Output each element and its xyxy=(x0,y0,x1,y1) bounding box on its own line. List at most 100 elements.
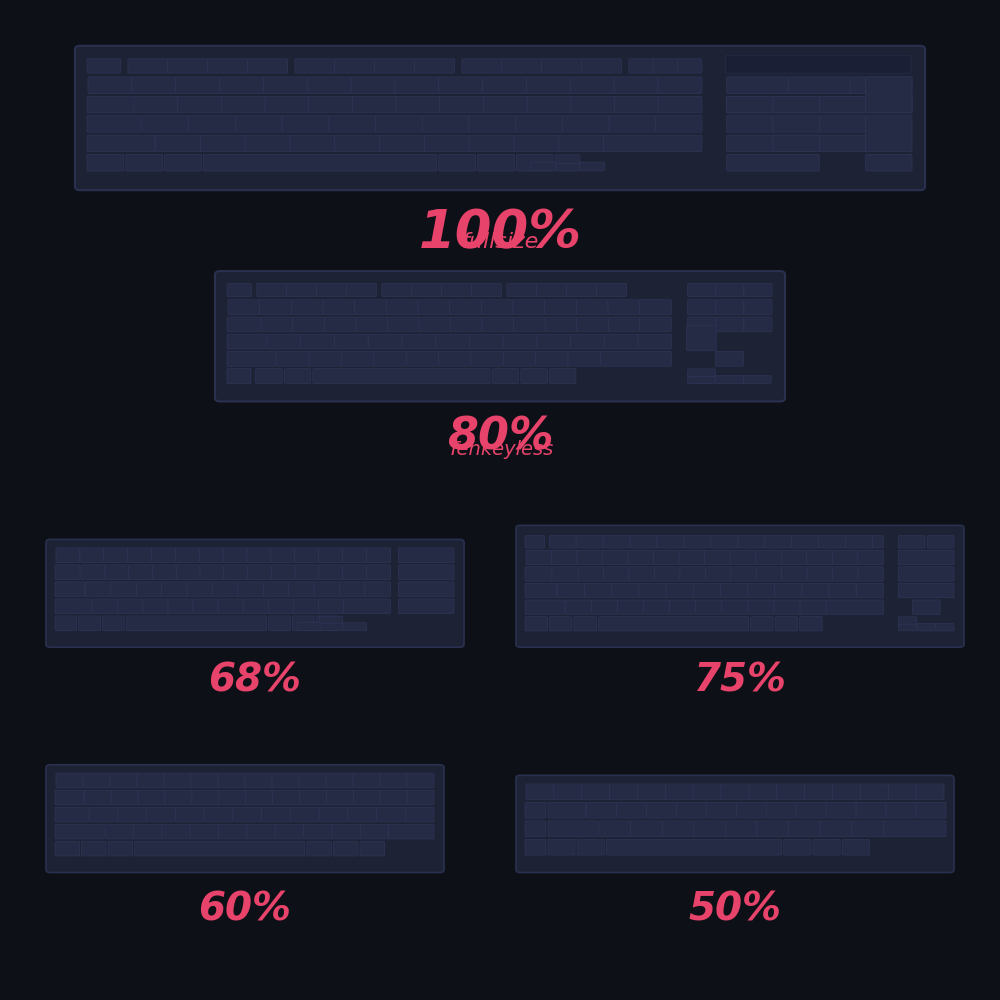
FancyBboxPatch shape xyxy=(773,96,819,113)
FancyBboxPatch shape xyxy=(614,77,658,93)
FancyBboxPatch shape xyxy=(587,802,616,818)
FancyBboxPatch shape xyxy=(775,617,798,631)
FancyBboxPatch shape xyxy=(679,550,705,565)
FancyBboxPatch shape xyxy=(796,802,826,818)
FancyBboxPatch shape xyxy=(387,317,419,332)
FancyBboxPatch shape xyxy=(156,135,200,152)
FancyBboxPatch shape xyxy=(775,583,802,598)
FancyBboxPatch shape xyxy=(482,317,514,332)
FancyBboxPatch shape xyxy=(617,600,644,614)
FancyBboxPatch shape xyxy=(238,582,263,597)
FancyBboxPatch shape xyxy=(503,351,536,366)
FancyBboxPatch shape xyxy=(282,116,329,132)
FancyBboxPatch shape xyxy=(554,784,582,800)
FancyBboxPatch shape xyxy=(248,565,271,580)
FancyBboxPatch shape xyxy=(531,162,555,171)
FancyBboxPatch shape xyxy=(658,77,702,93)
FancyBboxPatch shape xyxy=(422,116,469,132)
FancyBboxPatch shape xyxy=(471,351,503,366)
FancyBboxPatch shape xyxy=(542,59,582,73)
FancyBboxPatch shape xyxy=(382,284,412,296)
FancyBboxPatch shape xyxy=(386,300,418,315)
FancyBboxPatch shape xyxy=(192,790,219,805)
FancyBboxPatch shape xyxy=(203,154,437,171)
FancyBboxPatch shape xyxy=(128,548,152,563)
FancyBboxPatch shape xyxy=(727,77,788,93)
FancyBboxPatch shape xyxy=(309,351,342,366)
FancyBboxPatch shape xyxy=(781,550,807,565)
FancyBboxPatch shape xyxy=(888,784,916,800)
FancyBboxPatch shape xyxy=(550,617,572,631)
FancyBboxPatch shape xyxy=(744,284,772,296)
FancyBboxPatch shape xyxy=(366,548,390,563)
FancyBboxPatch shape xyxy=(319,807,348,822)
FancyBboxPatch shape xyxy=(93,599,118,614)
FancyBboxPatch shape xyxy=(55,824,104,839)
FancyBboxPatch shape xyxy=(352,96,396,113)
FancyBboxPatch shape xyxy=(597,284,627,296)
FancyBboxPatch shape xyxy=(56,773,83,788)
FancyBboxPatch shape xyxy=(858,567,883,581)
FancyBboxPatch shape xyxy=(55,565,80,580)
FancyBboxPatch shape xyxy=(716,300,744,315)
FancyBboxPatch shape xyxy=(295,548,319,563)
FancyBboxPatch shape xyxy=(582,784,610,800)
FancyBboxPatch shape xyxy=(687,326,716,351)
FancyBboxPatch shape xyxy=(773,116,819,132)
FancyBboxPatch shape xyxy=(291,300,323,315)
FancyBboxPatch shape xyxy=(55,841,80,856)
FancyBboxPatch shape xyxy=(856,802,886,818)
FancyBboxPatch shape xyxy=(46,539,464,647)
FancyBboxPatch shape xyxy=(604,334,638,349)
FancyBboxPatch shape xyxy=(301,334,334,349)
FancyBboxPatch shape xyxy=(727,154,819,171)
FancyBboxPatch shape xyxy=(826,802,856,818)
FancyBboxPatch shape xyxy=(405,807,434,822)
FancyBboxPatch shape xyxy=(200,135,245,152)
FancyBboxPatch shape xyxy=(218,599,243,614)
FancyBboxPatch shape xyxy=(850,77,912,93)
FancyBboxPatch shape xyxy=(603,536,630,548)
FancyBboxPatch shape xyxy=(788,96,850,113)
FancyBboxPatch shape xyxy=(450,300,481,315)
FancyBboxPatch shape xyxy=(850,96,912,113)
FancyBboxPatch shape xyxy=(693,784,721,800)
FancyBboxPatch shape xyxy=(292,616,314,631)
FancyBboxPatch shape xyxy=(79,616,100,631)
FancyBboxPatch shape xyxy=(314,582,340,597)
FancyBboxPatch shape xyxy=(356,317,387,332)
FancyBboxPatch shape xyxy=(688,369,716,376)
FancyBboxPatch shape xyxy=(407,773,434,788)
FancyBboxPatch shape xyxy=(638,334,671,349)
FancyBboxPatch shape xyxy=(132,77,176,93)
FancyBboxPatch shape xyxy=(670,600,696,614)
FancyBboxPatch shape xyxy=(80,548,104,563)
FancyBboxPatch shape xyxy=(215,271,785,401)
FancyBboxPatch shape xyxy=(606,839,782,855)
FancyBboxPatch shape xyxy=(525,536,545,548)
FancyBboxPatch shape xyxy=(353,773,380,788)
FancyBboxPatch shape xyxy=(744,317,772,332)
FancyBboxPatch shape xyxy=(807,567,833,581)
FancyBboxPatch shape xyxy=(525,821,546,837)
FancyBboxPatch shape xyxy=(492,369,519,383)
FancyBboxPatch shape xyxy=(773,96,819,113)
FancyBboxPatch shape xyxy=(227,369,251,383)
FancyBboxPatch shape xyxy=(87,59,121,73)
FancyBboxPatch shape xyxy=(439,77,483,93)
FancyBboxPatch shape xyxy=(866,154,912,171)
FancyBboxPatch shape xyxy=(688,284,716,296)
FancyBboxPatch shape xyxy=(82,841,106,856)
FancyBboxPatch shape xyxy=(190,824,219,839)
FancyBboxPatch shape xyxy=(571,334,604,349)
FancyBboxPatch shape xyxy=(353,790,380,805)
FancyBboxPatch shape xyxy=(525,802,546,818)
FancyBboxPatch shape xyxy=(275,824,304,839)
FancyBboxPatch shape xyxy=(126,616,267,631)
FancyBboxPatch shape xyxy=(813,839,840,855)
FancyBboxPatch shape xyxy=(858,550,883,565)
FancyBboxPatch shape xyxy=(152,565,176,580)
FancyBboxPatch shape xyxy=(395,77,439,93)
FancyBboxPatch shape xyxy=(228,300,260,315)
FancyBboxPatch shape xyxy=(860,784,888,800)
